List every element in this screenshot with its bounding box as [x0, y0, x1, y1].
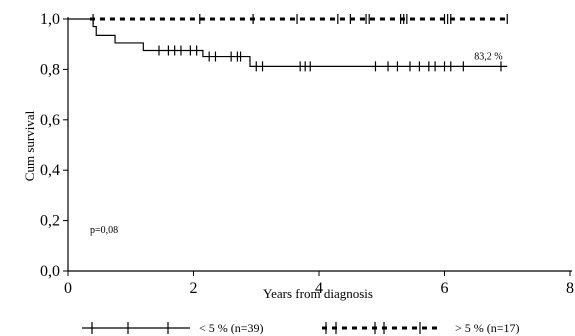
x-tick-label: 4	[315, 280, 323, 297]
x-tick-label: 2	[190, 280, 198, 297]
series-1	[68, 18, 508, 72]
labels-layer: Cum survival Years from diagnosis 83,2 %…	[22, 51, 503, 301]
x-tick-label: 8	[566, 280, 574, 297]
y-tick-label: 0,0	[40, 263, 60, 280]
legend-label-series-2: > 5 % (n=17)	[455, 321, 520, 335]
series-2	[89, 14, 508, 24]
legend: < 5 % (n=39) > 5 % (n=17)	[82, 321, 520, 335]
y-tick-label: 0,8	[40, 61, 60, 78]
annotation-survival-pct: 83,2 %	[474, 51, 502, 62]
y-tick-label: 0,6	[40, 112, 60, 129]
y-tick-label: 0,4	[40, 162, 60, 179]
x-axis-label: Years from diagnosis	[263, 286, 373, 301]
x-tick-label: 0	[64, 280, 72, 297]
axes: 0,0 0,2 0,4 0,6 0,8 1,0 0 2 4 6 8	[40, 11, 574, 297]
y-tick-label: 1,0	[40, 11, 60, 28]
series-line	[68, 18, 508, 67]
annotation-p-value: p=0,08	[90, 225, 118, 236]
legend-label-series-1: < 5 % (n=39)	[199, 321, 264, 335]
legend-sample-series-2	[322, 322, 440, 334]
legend-sample-series-1	[82, 322, 190, 334]
series-layer	[68, 14, 508, 72]
x-tick-label: 6	[441, 280, 449, 297]
y-axis-label: Cum survival	[22, 110, 37, 181]
y-tick-label: 0,2	[40, 213, 60, 230]
